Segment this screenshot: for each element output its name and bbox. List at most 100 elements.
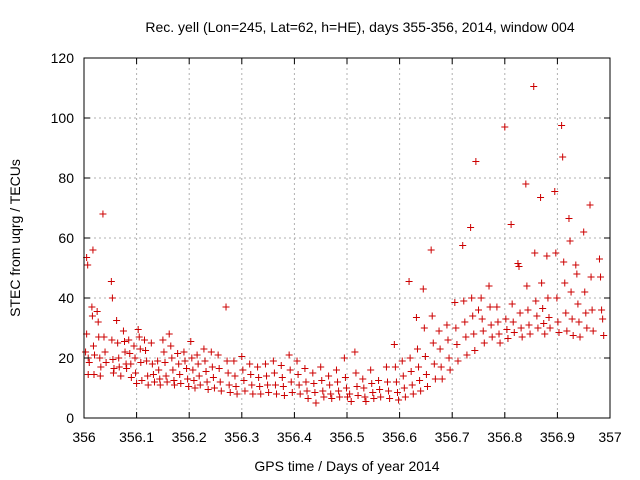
data-point (107, 278, 115, 285)
data-point (368, 380, 376, 387)
data-point (270, 369, 278, 377)
data-point (522, 180, 530, 188)
data-point (326, 381, 334, 389)
y-tick-label: 120 (51, 50, 75, 66)
data-point (427, 246, 435, 254)
data-point (90, 371, 98, 378)
data-point (144, 381, 152, 389)
data-point (108, 294, 116, 302)
data-point (382, 363, 390, 371)
data-point (191, 384, 199, 392)
data-point (558, 122, 566, 129)
data-point (336, 393, 344, 401)
data-point (509, 318, 517, 326)
data-point (100, 333, 108, 341)
data-point (554, 318, 562, 326)
data-point (143, 357, 151, 365)
data-point (256, 383, 264, 390)
data-point (91, 351, 99, 359)
data-point (209, 374, 217, 381)
x-tick-label: 356.9 (540, 429, 575, 445)
data-point (88, 312, 96, 320)
data-point (479, 327, 487, 335)
data-point (170, 381, 178, 389)
data-point (224, 369, 232, 377)
x-tick-label: 356.3 (224, 429, 259, 445)
data-point (176, 371, 184, 378)
data-point (231, 372, 239, 380)
data-point (263, 372, 271, 380)
data-point (82, 348, 90, 356)
data-point (127, 374, 135, 381)
data-point (133, 380, 141, 387)
data-point (160, 348, 168, 356)
data-point (181, 357, 189, 365)
data-point (417, 387, 425, 395)
data-point (537, 194, 545, 201)
data-point (588, 306, 596, 314)
data-point (508, 300, 516, 308)
data-point (415, 363, 423, 371)
data-point (257, 390, 265, 398)
data-point (127, 360, 135, 368)
x-tick-label: 356.7 (435, 429, 470, 445)
data-point (471, 347, 479, 354)
data-point (581, 288, 589, 296)
data-point (377, 393, 385, 401)
x-tick-label: 356.5 (329, 429, 364, 445)
data-point (346, 390, 354, 398)
data-point (496, 339, 504, 347)
data-point (210, 384, 218, 392)
data-point (334, 378, 342, 386)
data-point (370, 395, 378, 402)
data-point (222, 303, 230, 311)
data-point (437, 363, 445, 371)
data-point (419, 285, 427, 293)
data-point (595, 255, 603, 263)
data-point (446, 366, 454, 374)
data-point (265, 389, 273, 396)
data-point (526, 330, 534, 338)
data-point (84, 261, 92, 269)
data-point (462, 333, 470, 341)
data-point (532, 297, 540, 305)
data-point (436, 345, 444, 353)
data-point (543, 252, 551, 260)
data-point (167, 342, 175, 350)
data-point (162, 372, 170, 380)
x-tick-label: 356 (72, 429, 96, 445)
data-point (223, 357, 231, 365)
data-point (408, 381, 416, 389)
data-point (149, 371, 157, 378)
data-point (240, 377, 248, 384)
data-point (108, 336, 116, 344)
data-point (193, 351, 201, 359)
data-point (319, 387, 327, 395)
data-point (170, 377, 178, 384)
data-point (254, 363, 262, 371)
data-point (155, 366, 163, 374)
x-axis-label: GPS time / Days of year 2014 (254, 458, 439, 474)
data-point (405, 278, 413, 285)
data-point (294, 371, 302, 378)
data-point (477, 294, 485, 302)
data-point (354, 392, 362, 399)
y-axis-label: STEC from uqrg / TECUs (7, 159, 23, 317)
data-point (553, 294, 561, 302)
data-point (189, 366, 197, 374)
data-point (125, 336, 133, 344)
data-point (309, 369, 317, 377)
data-point (360, 384, 368, 392)
data-point (552, 249, 560, 257)
data-point (241, 387, 249, 395)
data-point (501, 123, 509, 131)
data-point (147, 339, 155, 347)
data-point (384, 378, 392, 386)
data-point (161, 359, 169, 366)
data-point (137, 359, 145, 366)
data-point (302, 378, 310, 386)
data-point (303, 387, 311, 395)
data-point (288, 389, 296, 396)
data-point (386, 395, 394, 402)
data-point (109, 369, 117, 377)
